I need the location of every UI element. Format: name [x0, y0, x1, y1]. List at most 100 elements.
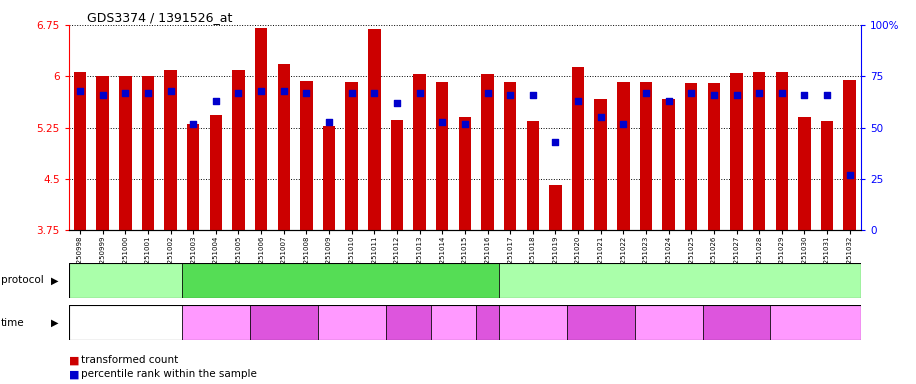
Point	[480, 90, 495, 96]
Bar	[572, 67, 584, 230]
Point	[594, 114, 608, 121]
Bar	[182, 305, 250, 340]
Bar	[69, 263, 182, 298]
Bar	[753, 71, 766, 230]
Bar	[142, 76, 154, 230]
Point	[435, 118, 450, 124]
Bar	[730, 73, 743, 230]
Bar	[300, 81, 312, 230]
Text: transection: transection	[309, 275, 372, 285]
Bar	[69, 305, 182, 340]
Point	[843, 172, 857, 178]
Bar	[386, 305, 431, 340]
Bar	[413, 74, 426, 230]
Point	[367, 90, 382, 96]
Point	[231, 90, 245, 96]
Bar	[594, 99, 607, 230]
Text: ▶: ▶	[51, 275, 59, 285]
Text: 12 h: 12 h	[204, 318, 227, 328]
Text: 12 h: 12 h	[521, 318, 544, 328]
Bar	[345, 82, 358, 230]
Point	[752, 90, 767, 96]
Point	[299, 90, 313, 96]
Text: 3 d: 3 d	[728, 318, 745, 328]
Point	[774, 90, 789, 96]
Text: 48 h: 48 h	[340, 318, 364, 328]
Point	[254, 88, 268, 94]
Bar	[318, 305, 386, 340]
Bar	[776, 72, 788, 230]
Bar	[527, 121, 539, 230]
Bar	[703, 305, 770, 340]
Bar	[550, 185, 562, 230]
Bar	[567, 305, 635, 340]
Point	[571, 98, 585, 104]
Point	[503, 92, 518, 98]
Text: 7 d: 7 d	[808, 318, 824, 328]
Point	[820, 92, 834, 98]
Bar	[481, 74, 494, 230]
Point	[548, 139, 562, 145]
Point	[729, 92, 744, 98]
Point	[616, 121, 630, 127]
Point	[797, 92, 812, 98]
Bar	[635, 305, 703, 340]
Text: 7 d: 7 d	[445, 318, 462, 328]
Text: 15 d: 15 d	[476, 318, 499, 328]
Bar	[119, 76, 132, 230]
Point	[526, 92, 540, 98]
Bar	[255, 28, 267, 230]
Point	[277, 88, 291, 94]
Bar	[617, 82, 629, 230]
Bar	[821, 121, 834, 230]
Text: percentile rank within the sample: percentile rank within the sample	[81, 369, 256, 379]
Point	[186, 121, 201, 127]
Point	[706, 92, 721, 98]
Point	[209, 98, 224, 104]
Bar	[770, 305, 861, 340]
Point	[344, 90, 359, 96]
Bar	[639, 82, 652, 230]
Bar	[798, 118, 811, 230]
Bar	[844, 80, 856, 230]
Bar	[368, 29, 380, 230]
Bar	[504, 82, 517, 230]
Text: control: control	[107, 318, 144, 328]
Point	[412, 90, 427, 96]
Bar	[233, 70, 245, 230]
Text: GDS3374 / 1391526_at: GDS3374 / 1391526_at	[87, 12, 233, 25]
Bar	[476, 305, 499, 340]
Text: ■: ■	[69, 355, 79, 365]
Bar	[708, 83, 720, 230]
Text: protocol: protocol	[1, 275, 44, 285]
Point	[118, 90, 133, 96]
Bar	[164, 70, 177, 230]
Text: naive: naive	[110, 275, 141, 285]
Bar	[210, 115, 222, 230]
Bar	[278, 64, 290, 230]
Point	[322, 118, 336, 124]
Text: 48 h: 48 h	[657, 318, 681, 328]
Text: time: time	[1, 318, 25, 328]
Bar	[431, 305, 476, 340]
Bar	[685, 83, 697, 230]
Bar	[459, 118, 471, 230]
Point	[140, 90, 155, 96]
Text: transformed count: transformed count	[81, 355, 178, 365]
Bar	[187, 124, 200, 230]
Point	[163, 88, 178, 94]
Text: 24 h: 24 h	[589, 318, 612, 328]
Bar	[662, 99, 675, 230]
Text: ■: ■	[69, 369, 79, 379]
Point	[72, 88, 87, 94]
Point	[95, 92, 110, 98]
Bar	[499, 305, 567, 340]
Text: 3 d: 3 d	[400, 318, 417, 328]
Bar	[499, 263, 861, 298]
Bar	[182, 263, 499, 298]
Text: ▶: ▶	[51, 318, 59, 328]
Bar	[96, 76, 109, 230]
Point	[389, 100, 404, 106]
Bar	[436, 82, 449, 230]
Point	[457, 121, 472, 127]
